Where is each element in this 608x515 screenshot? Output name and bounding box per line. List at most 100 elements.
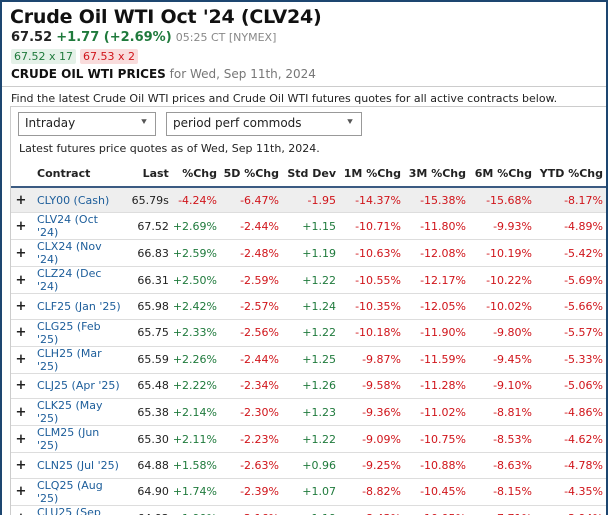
cell: +1.22 [283,319,340,347]
table-row: + CLQ25 (Aug '25) 64.90 +1.74% -2.39% +1.07 -8… [11,478,606,506]
cell: -9.36% [340,398,405,427]
expand-plus-icon[interactable]: + [11,212,35,241]
expand-plus-icon[interactable]: + [11,346,35,374]
contract-link[interactable]: CLH25 (Mar '25) [35,346,125,374]
column-header[interactable]: 6M %Chg [470,161,536,188]
cell: -5.57% [536,319,606,347]
cell: -8.63% [470,452,536,479]
cell: -8.81% [470,398,536,427]
intro-text: Find the latest Crude Oil WTI prices and… [11,92,558,105]
quote-time: 05:25 CT [NYMEX] [175,31,277,44]
cell: +1.24 [283,293,340,320]
expand-plus-icon[interactable]: + [11,266,35,295]
cell: -2.34% [221,373,283,400]
column-header[interactable]: Contract [35,161,125,188]
cell: -5.06% [536,373,606,400]
period-value: Intraday [25,116,76,130]
cell: 64.90 [124,478,173,506]
cell: +1.25 [283,346,340,374]
table-row: + CLK25 (May '25) 65.38 +2.14% -2.30% +1.23 -9… [11,398,606,427]
cell: 65.38 [124,398,173,427]
column-header[interactable]: Std Dev [283,161,340,188]
last-price: 67.52 [11,30,53,45]
section-date: for Wed, Sep 11th, 2024 [169,67,316,81]
table-row: + CLY00 (Cash) 65.79s -4.24% -6.47% -1.95 -14.… [11,187,606,214]
cell: -4.62% [536,425,606,454]
as-of-text: Latest futures price quotes as of Wed, S… [19,142,320,155]
cell: -5.42% [536,239,606,268]
expand-plus-icon[interactable]: + [11,187,35,214]
contract-link[interactable]: CLJ25 (Apr '25) [35,373,125,400]
view-select[interactable]: period perf commods ⯆ [166,112,362,136]
contract-link[interactable]: CLY00 (Cash) [35,187,125,214]
cell: +1.26 [283,373,340,400]
contract-link[interactable]: CLM25 (Jun '25) [35,425,125,454]
column-header[interactable]: Last [124,161,173,188]
cell: 65.30 [124,425,173,454]
cell: -2.44% [221,212,283,241]
column-header[interactable]: %Chg [172,161,221,188]
table-row: +CLU25 (Sep '25)64.92+1.90%-2.16%+1.19-8… [11,505,606,515]
section-title: CRUDE OIL WTI PRICES [11,67,166,81]
expand-plus-icon[interactable]: + [11,425,35,454]
section-heading: CRUDE OIL WTI PRICES for Wed, Sep 11th, … [11,67,316,81]
cell: -9.80% [470,319,536,347]
cell: -10.75% [405,425,470,454]
cell: -9.10% [470,373,536,400]
expand-plus-icon[interactable]: + [11,293,35,320]
cell: -10.63% [340,239,405,268]
expand-plus-icon[interactable]: + [11,452,35,479]
cell: +0.96 [283,452,340,479]
cell: -9.09% [340,425,405,454]
cell: +2.26% [172,346,221,374]
cell: -5.33% [536,346,606,374]
price-change: +1.77 (+2.69%) [56,30,172,45]
cell: +1.19 [283,239,340,268]
cell: -2.59% [221,266,283,295]
cell: -8.17% [536,187,606,214]
cell: -3.94% [536,505,606,515]
contract-link[interactable]: CLZ24 (Dec '24) [35,266,125,295]
cell: -2.23% [221,425,283,454]
contract-link[interactable]: CLQ25 (Aug '25) [35,478,125,506]
cell: -4.24% [172,187,221,214]
cell: -2.56% [221,319,283,347]
cell: +1.15 [283,212,340,241]
contract-link[interactable]: CLV24 (Oct '24) [35,212,125,241]
period-select[interactable]: Intraday ⯆ [18,112,156,136]
chevron-down-icon: ⯆ [346,117,354,128]
expand-plus-icon[interactable]: + [11,478,35,506]
table-row: + CLH25 (Mar '25) 65.59 +2.26% -2.44% +1.25 -9… [11,346,606,374]
contract-link[interactable]: CLG25 (Feb '25) [35,319,125,347]
column-header[interactable]: 3M %Chg [405,161,470,188]
cell: -10.88% [405,452,470,479]
table-row: + CLN25 (Jul '25) 64.88 +1.58% -2.63% +0.96 -9… [11,452,606,479]
cell: -10.02% [470,293,536,320]
cell: -10.22% [470,266,536,295]
contract-link[interactable]: CLU25 (Sep '25) [35,505,125,515]
contract-link[interactable]: CLX24 (Nov '24) [35,239,125,268]
expand-plus-icon[interactable]: + [11,398,35,427]
cell: 64.92 [124,505,173,515]
column-header[interactable]: YTD %Chg [536,161,606,188]
table-row: + CLX24 (Nov '24) 66.83 +2.59% -2.48% +1.19 -1… [11,239,606,268]
cell: -2.44% [221,346,283,374]
table-row: + CLG25 (Feb '25) 65.75 +2.33% -2.56% +1.22 -1… [11,319,606,347]
cell: -9.58% [340,373,405,400]
contract-link[interactable]: CLK25 (May '25) [35,398,125,427]
cell: -6.47% [221,187,283,214]
expand-plus-icon[interactable]: + [11,505,35,515]
expand-plus-icon[interactable]: + [11,373,35,400]
cell: 66.83 [124,239,173,268]
expand-plus-icon[interactable]: + [11,239,35,268]
expand-plus-icon[interactable]: + [11,319,35,347]
cell: +1.19 [283,505,340,515]
view-value: period perf commods [173,116,302,130]
column-header[interactable]: 1M %Chg [340,161,405,188]
contract-link[interactable]: CLN25 (Jul '25) [35,452,125,479]
contract-link[interactable]: CLF25 (Jan '25) [35,293,125,320]
cell: -9.45% [470,346,536,374]
cell: -8.43% [340,505,405,515]
cell: -14.37% [340,187,405,214]
column-header[interactable]: 5D %Chg [221,161,283,188]
